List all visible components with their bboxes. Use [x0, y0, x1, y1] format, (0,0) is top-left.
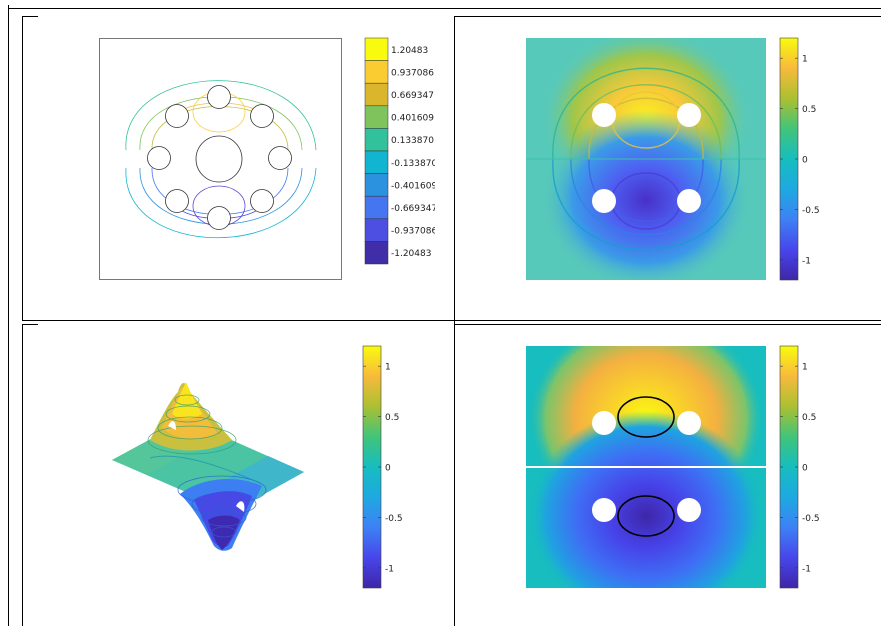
colorbar-bottom-left: 1 0.5 0 -0.5 -1 — [362, 345, 403, 589]
obstacle-circle — [250, 189, 274, 213]
panel-surface: 1 0.5 0 -0.5 -1 — [112, 345, 403, 589]
filled-contour-plot — [526, 38, 766, 280]
colorbar-tick-label: 0.5 — [802, 413, 816, 423]
legend-label: -0.937086 — [391, 227, 437, 237]
legend-label: 1.20483 — [391, 46, 428, 56]
legend-label: 0.133870 — [391, 136, 434, 146]
colorbar-tick-label: 1 — [802, 363, 808, 373]
colorbar-tick-label: -0.5 — [802, 206, 820, 216]
legend-swatch — [364, 37, 389, 61]
legend-swatch — [364, 105, 389, 129]
colorbar-tick-label: -1 — [802, 564, 811, 574]
figure-frame — [8, 5, 881, 626]
obstacle-circle — [592, 498, 616, 522]
legend-swatch — [364, 241, 389, 265]
colorbar-tick-label: 0.5 — [802, 105, 816, 115]
colorbar-top-right: 1 0.5 0 -0.5 -1 — [779, 37, 820, 281]
legend-swatch — [364, 195, 389, 220]
obstacle-circle — [207, 85, 231, 109]
obstacle-circle — [165, 189, 189, 213]
legend-swatch — [364, 218, 389, 242]
obstacle-circle — [268, 146, 292, 170]
obstacle-circle — [677, 103, 701, 127]
colorbar-tick-label: -0.5 — [802, 514, 820, 524]
colorbar-tick-label: 0 — [385, 464, 391, 474]
obstacle-circle — [592, 189, 616, 213]
legend-swatch — [364, 173, 389, 197]
legend-swatch — [364, 82, 389, 107]
colorbar-tick-label: -0.5 — [385, 514, 403, 524]
obstacle-circle — [677, 189, 701, 213]
legend-swatch — [364, 128, 389, 152]
legend-label: -0.133870 — [391, 159, 437, 169]
legend-label: -1.20483 — [391, 249, 431, 259]
obstacle-circle — [677, 498, 701, 522]
colorbar-tick-label: 1 — [385, 363, 391, 373]
obstacle-circle — [207, 206, 231, 230]
obstacle-circle — [677, 411, 701, 435]
obstacle-circle — [250, 104, 274, 128]
legend-label: -0.401609 — [391, 181, 437, 191]
legend-label: -0.669347 — [391, 204, 437, 214]
legend-label: 0.669347 — [391, 91, 434, 101]
legend-label: 0.401609 — [391, 114, 434, 124]
colorbar-tick-label: -1 — [385, 564, 394, 574]
obstacle-circle — [195, 135, 243, 183]
legend-swatch — [364, 60, 389, 84]
colorbar-tick-label: 0 — [802, 464, 808, 474]
obstacle-circle — [592, 411, 616, 435]
colorbar-tick-label: 1 — [802, 55, 808, 65]
surface-plot — [112, 382, 304, 551]
obstacle-circle — [165, 104, 189, 128]
colorbar-tick-label: 0.5 — [385, 413, 399, 423]
panel-heatmap: 1 0.5 0 -0.5 -1 — [526, 345, 820, 589]
colorbar-bottom-right: 1 0.5 0 -0.5 -1 — [779, 345, 820, 589]
colorbar-tick-label: -1 — [802, 256, 811, 266]
obstacle-circles — [147, 85, 292, 230]
colorbar-tick-label: 0 — [802, 156, 808, 166]
legend-label: 0.937086 — [391, 68, 434, 78]
legend-swatch — [364, 150, 389, 174]
contour-level-legend: 1.20483 0.937086 0.669347 0.401609 0.133870 -… — [364, 37, 437, 265]
panel-filled-contour: 1 0.5 0 -0.5 -1 — [526, 37, 820, 281]
panel-contour: 1.20483 0.937086 0.669347 0.401609 0.133870 -… — [99, 37, 437, 280]
obstacle-circle — [592, 103, 616, 127]
heatmap-plot — [526, 346, 766, 588]
obstacle-circle — [147, 146, 171, 170]
